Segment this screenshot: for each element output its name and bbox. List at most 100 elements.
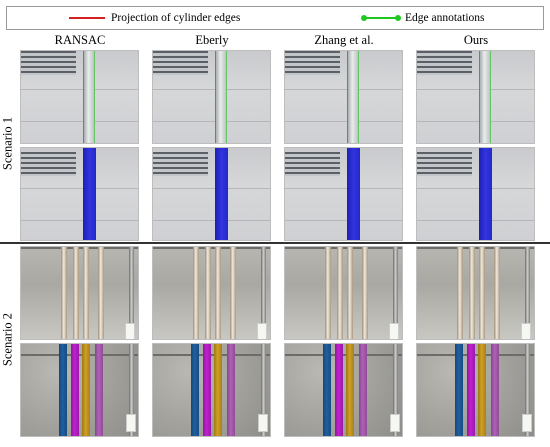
scenario2-image-ours bbox=[416, 246, 535, 340]
row-label-scenario-1: Scenario 1 bbox=[0, 116, 15, 171]
tube-image bbox=[230, 247, 236, 339]
tube-image bbox=[129, 344, 134, 436]
scenario1-fit-zhang bbox=[284, 147, 403, 241]
scenario1-fit-ours bbox=[416, 147, 535, 241]
lamp-image bbox=[258, 414, 268, 432]
scenario1-image-zhang bbox=[284, 50, 403, 144]
projected-edge-left bbox=[479, 51, 480, 143]
wall-line bbox=[153, 220, 270, 221]
pipe-image bbox=[479, 51, 491, 143]
lamp-image bbox=[126, 414, 136, 432]
fitted-cylinder bbox=[215, 148, 228, 240]
legend-projection-label: Projection of cylinder edges bbox=[111, 12, 241, 24]
ceiling-edge bbox=[285, 247, 402, 249]
tube-image bbox=[525, 247, 530, 339]
projected-edge-left bbox=[215, 51, 216, 143]
tube-image bbox=[73, 247, 79, 339]
legend-box: Projection of cylinder edges Edge annota… bbox=[6, 6, 544, 30]
wall-line bbox=[417, 188, 534, 189]
scenario2-fit-ours bbox=[416, 343, 535, 437]
fitted-cylinder bbox=[491, 344, 499, 436]
column-header-eberly: Eberly bbox=[195, 33, 229, 47]
ceiling-edge bbox=[417, 247, 534, 249]
fitted-cylinder bbox=[479, 148, 492, 240]
ceiling-edge bbox=[417, 354, 534, 356]
window-image bbox=[285, 51, 340, 75]
scenario2-fit-zhang bbox=[284, 343, 403, 437]
tube-image bbox=[261, 247, 266, 339]
tube-image bbox=[469, 247, 475, 339]
window-image bbox=[417, 51, 472, 75]
ceiling-edge bbox=[153, 247, 270, 249]
fitted-cylinder bbox=[203, 344, 211, 436]
window-image bbox=[417, 152, 472, 176]
projected-edge-right bbox=[94, 51, 95, 143]
fitted-cylinder bbox=[347, 148, 360, 240]
projected-edge-left bbox=[83, 51, 84, 143]
lamp-image bbox=[257, 323, 267, 339]
ceiling-edge bbox=[21, 354, 138, 356]
legend-item-projection: Projection of cylinder edges bbox=[69, 7, 240, 29]
tube-image bbox=[261, 344, 266, 436]
tube-image bbox=[362, 247, 368, 339]
wall-line bbox=[285, 89, 402, 90]
window-image bbox=[153, 51, 208, 75]
projected-edge-right bbox=[490, 51, 491, 143]
fitted-cylinder bbox=[82, 344, 90, 436]
ceiling-edge bbox=[21, 247, 138, 249]
projected-edge-left bbox=[347, 51, 348, 143]
tube-image bbox=[337, 247, 343, 339]
tube-image bbox=[193, 247, 199, 339]
wall-line bbox=[285, 220, 402, 221]
tube-image bbox=[83, 247, 89, 339]
fitted-cylinder bbox=[359, 344, 367, 436]
wall-line bbox=[417, 220, 534, 221]
tube-image bbox=[494, 247, 500, 339]
pipe-image bbox=[83, 51, 95, 143]
wall-line bbox=[285, 121, 402, 122]
wall-line bbox=[417, 121, 534, 122]
wall-line bbox=[153, 188, 270, 189]
fitted-cylinder bbox=[95, 344, 103, 436]
tube-image bbox=[393, 247, 398, 339]
column-header-ransac: RANSAC bbox=[54, 33, 106, 47]
scenario1-fit-eberly bbox=[152, 147, 271, 241]
fitted-cylinder bbox=[83, 148, 96, 240]
window-image bbox=[153, 152, 208, 176]
column-header-ours: Ours bbox=[463, 33, 489, 47]
green-dotted-line-icon bbox=[361, 15, 401, 21]
scenario-divider bbox=[0, 242, 550, 244]
tube-image bbox=[129, 247, 134, 339]
fitted-cylinder bbox=[71, 344, 79, 436]
scenario1-image-ransac bbox=[20, 50, 139, 144]
window-image bbox=[21, 51, 76, 75]
window-image bbox=[285, 152, 340, 176]
row-label-scenario-2: Scenario 2 bbox=[0, 312, 15, 367]
pipe-image bbox=[215, 51, 227, 143]
legend-item-annotation: Edge annotations bbox=[361, 7, 485, 29]
tube-image bbox=[205, 247, 211, 339]
fitted-cylinder bbox=[478, 344, 486, 436]
scenario1-fit-ransac bbox=[20, 147, 139, 241]
wall-line bbox=[417, 89, 534, 90]
scenario2-fit-ransac bbox=[20, 343, 139, 437]
tube-image bbox=[525, 344, 530, 436]
window-image bbox=[21, 152, 76, 176]
tube-image bbox=[457, 247, 463, 339]
fitted-cylinder bbox=[346, 344, 354, 436]
scenario2-fit-eberly bbox=[152, 343, 271, 437]
lamp-image bbox=[389, 323, 399, 339]
lamp-image bbox=[522, 414, 532, 432]
lamp-image bbox=[125, 323, 135, 339]
scenario2-image-ransac bbox=[20, 246, 139, 340]
fitted-cylinder bbox=[455, 344, 463, 436]
wall-line bbox=[21, 220, 138, 221]
projected-edge-right bbox=[358, 51, 359, 143]
fitted-cylinder bbox=[59, 344, 67, 436]
fitted-cylinder bbox=[227, 344, 235, 436]
tube-image bbox=[98, 247, 104, 339]
column-header-zhang: Zhang et al. bbox=[314, 33, 374, 47]
ceiling-edge bbox=[285, 354, 402, 356]
tube-image bbox=[215, 247, 221, 339]
tube-image bbox=[61, 247, 67, 339]
